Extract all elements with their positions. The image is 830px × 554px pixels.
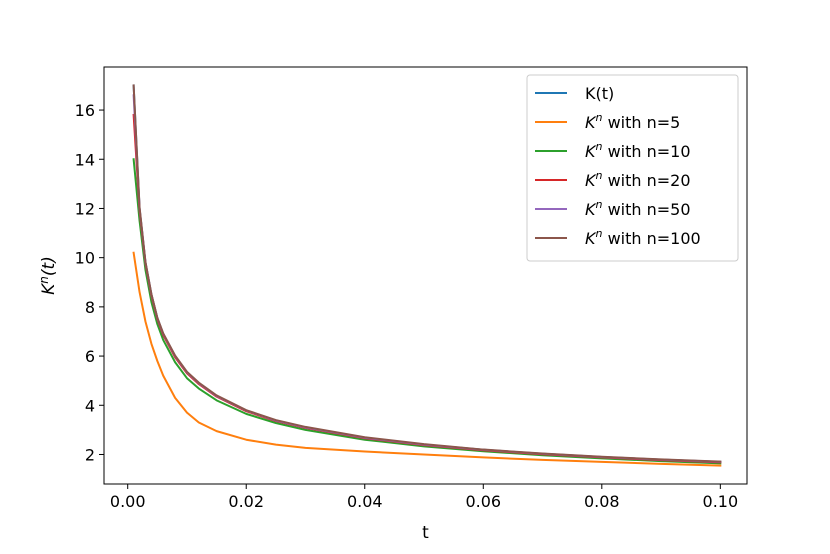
y-tick-label-0: 2 <box>85 445 95 464</box>
y-tick-label-7: 16 <box>75 101 95 120</box>
plot-area-frame <box>103 66 748 485</box>
series-line-5 <box>132 84 722 463</box>
y-axis-label: Kn(t) <box>37 256 59 295</box>
series-line-1 <box>132 251 722 467</box>
y-tick-label-1: 4 <box>85 396 95 415</box>
y-tick-label-4: 10 <box>75 249 95 268</box>
legend-entry-1: Kn with n=5 <box>585 111 680 132</box>
legend-entry-5: Kn with n=100 <box>585 227 701 248</box>
legend-entry-4: Kn with n=50 <box>585 198 691 219</box>
x-axis-label: t <box>422 523 429 543</box>
y-axis: 2 4 6 8 10 12 14 16 <box>75 101 104 464</box>
x-tick-label-3: 0.06 <box>465 492 501 511</box>
series-layer <box>132 84 722 467</box>
y-tick-label-3: 8 <box>85 298 95 317</box>
x-tick-label-1: 0.02 <box>228 492 264 511</box>
legend-entry-2: Kn with n=10 <box>585 140 691 161</box>
y-axis-label-main: K <box>39 282 59 295</box>
x-axis: 0.00 0.02 0.04 0.06 0.08 0.10 <box>110 484 738 511</box>
x-tick-label-4: 0.08 <box>584 492 620 511</box>
y-axis-label-superscript: n <box>37 276 51 284</box>
legend-box <box>526 74 739 262</box>
x-tick-label-0: 0.00 <box>110 492 146 511</box>
y-axis-label-suffix: (t) <box>39 256 59 276</box>
legend: K(t) Kn with n=5 Kn with n=10 Kn with n=20 K… <box>526 74 739 262</box>
x-tick-label-2: 0.04 <box>347 492 383 511</box>
y-tick-label-2: 6 <box>85 347 95 366</box>
legend-entry-3: Kn with n=20 <box>585 169 691 190</box>
y-tick-label-5: 12 <box>75 199 95 218</box>
legend-entry-0: K(t) <box>585 84 614 103</box>
x-tick-label-5: 0.10 <box>703 492 739 511</box>
y-tick-label-6: 14 <box>75 150 95 169</box>
